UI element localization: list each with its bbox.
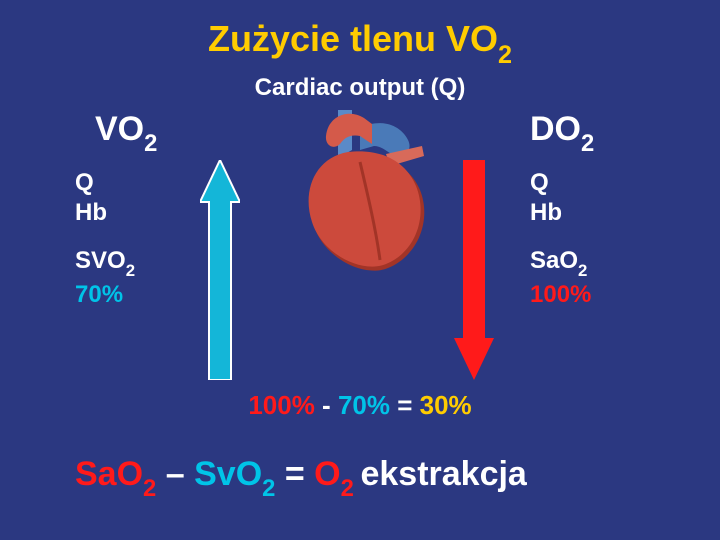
left-param-text: Q [75,169,94,196]
eq-bot-seg: SvO2 [194,455,275,493]
left-param-line: SVO2 [75,246,135,280]
right-param-text: Q [530,169,549,196]
left-param-line: Hb [75,198,135,228]
left-column-header: VO2 [95,110,157,155]
left-param-text: 70% [75,281,123,308]
left-param-line: Q [75,168,135,198]
eq-mid-seg: 100% [248,390,315,420]
right-param-text: 100% [530,281,591,308]
left-param-text: Hb [75,199,107,226]
right-param-line: SaO2 [530,246,591,280]
right-param-text: SaO [530,247,578,274]
right-param-sub: 2 [578,261,587,280]
left-header-sub: 2 [144,130,157,157]
equation-extraction-formula: SaO2 – SvO2 = O2 ekstrakcja [75,455,527,500]
title-text: Zużycie tlenu VO [208,18,498,59]
right-column-header: DO2 [530,110,594,155]
left-param-text: SVO [75,247,126,274]
slide-subtitle: Cardiac output (Q) [0,74,720,102]
arrow-down-icon [454,160,494,380]
right-param-text: Hb [530,199,562,226]
heart-icon [290,110,440,278]
left-param-sub: 2 [126,261,135,280]
arrow-up-icon [200,160,240,380]
left-header-text: VO [95,110,144,148]
equation-extraction-pct: 100% - 70% = 30% [0,390,720,421]
eq-mid-seg: = [390,390,420,420]
slide-title: Zużycie tlenu VO2 [0,18,720,66]
eq-bot-seg: ekstrakcja [360,455,526,493]
right-param-line: Hb [530,198,591,228]
left-param-line: 70% [75,280,135,310]
right-param-line: 100% [530,280,591,310]
right-params: Q Hb SaO2100% [530,168,591,310]
eq-mid-seg: - [315,390,338,420]
title-sub: 2 [498,41,512,69]
eq-bot-seg: – [156,455,194,493]
right-param-line: Q [530,168,591,198]
right-header-text: DO [530,110,581,148]
eq-bot-seg: SaO2 [75,455,156,493]
eq-bot-seg: O2 [314,455,360,493]
eq-bot-seg: = [275,455,314,493]
eq-mid-seg: 70% [338,390,390,420]
left-params: Q Hb SVO270% [75,168,135,310]
right-header-sub: 2 [581,130,594,157]
eq-mid-seg: 30% [420,390,472,420]
slide: Zużycie tlenu VO2 Cardiac output (Q) VO2… [0,0,720,540]
